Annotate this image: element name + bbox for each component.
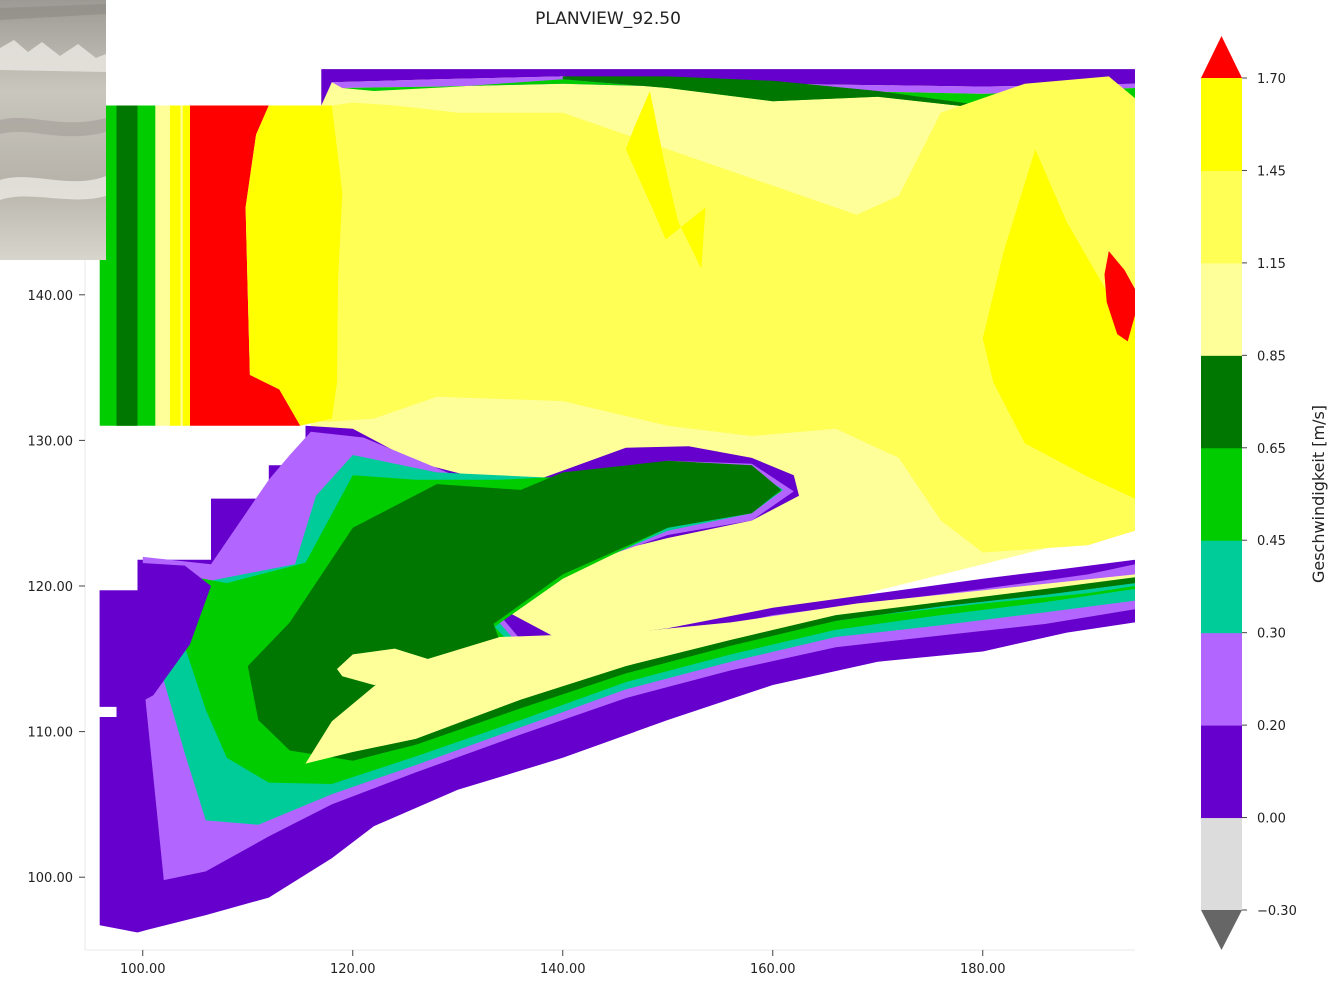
chart-title: PLANVIEW_92.50 xyxy=(535,9,681,29)
x-tick-label: 100.00 xyxy=(120,962,166,977)
contour-upper-bank-violet xyxy=(321,69,1135,106)
contour-lower-left-violet-pocket xyxy=(99,562,211,707)
colorbar-tick-label: 1.70 xyxy=(1257,72,1286,87)
contour-inlet-yellow xyxy=(170,105,181,426)
contour-lower-pale-inner xyxy=(305,574,1135,764)
contour-inlet-dark-green xyxy=(116,105,138,426)
colorbar-under-triangle xyxy=(1201,910,1242,950)
contour-yellow-core-right xyxy=(982,149,1135,499)
colorbar-segment xyxy=(1201,725,1242,819)
colorbar-over-triangle xyxy=(1201,36,1242,78)
colorbar-segment xyxy=(1201,78,1242,171)
colorbar-segment xyxy=(1201,817,1242,911)
axis-ticks: 100.00 120.00 140.00 160.00 180.00 100.00 110.… xyxy=(28,143,1006,977)
velocity-contours xyxy=(99,69,1135,933)
contour-yellow-core-upper xyxy=(289,76,1135,553)
colorbar-segment xyxy=(1201,262,1242,356)
colorbar-tick-label: 0.65 xyxy=(1257,442,1286,457)
colorbar-segment xyxy=(1201,447,1242,541)
colorbar-segment xyxy=(1201,632,1242,726)
colorbar-tick-label: 0.00 xyxy=(1257,812,1286,827)
x-tick-label: 160.00 xyxy=(750,962,796,977)
colorbar-tick-label: −0.30 xyxy=(1257,904,1297,919)
aerial-photo-inset xyxy=(0,0,106,260)
colorbar-segment xyxy=(1201,170,1242,264)
contour-upper-bank-dark-green xyxy=(562,76,1135,123)
colorbar-tick-label: 0.85 xyxy=(1257,349,1286,364)
colorbar-label: Geschwindigkeit [m/s] xyxy=(1309,405,1328,583)
contour-lower-pale-island xyxy=(337,648,437,685)
contour-inlet-yellow-wake xyxy=(245,105,343,426)
y-tick-label: 120.00 xyxy=(28,580,74,595)
contour-inlet-red-jet xyxy=(190,105,301,426)
y-tick-label: 110.00 xyxy=(28,726,74,741)
y-tick-label: 130.00 xyxy=(28,434,74,449)
colorbar-tick-label: 0.30 xyxy=(1257,627,1286,642)
colorbar-tick-label: 0.20 xyxy=(1257,719,1286,734)
colorbar-tick-label: 1.15 xyxy=(1257,257,1286,272)
y-tick-label: 100.00 xyxy=(28,871,74,886)
colorbar-segment xyxy=(1201,355,1242,449)
colorbar-tick-label: 0.45 xyxy=(1257,534,1286,549)
contour-red-hotspot-right xyxy=(1104,251,1135,342)
x-tick-label: 120.00 xyxy=(330,962,376,977)
x-tick-label: 180.00 xyxy=(960,962,1006,977)
contour-inlet-yellow-fringe xyxy=(182,105,190,426)
colorbar: −0.30 0.00 0.20 0.30 0.45 0.65 0.85 1.15 1.45 1.7… xyxy=(1201,36,1328,950)
colorbar-segment xyxy=(1201,540,1242,634)
y-tick-label: 140.00 xyxy=(28,289,74,304)
x-tick-label: 140.00 xyxy=(540,962,586,977)
colorbar-tick-label: 1.45 xyxy=(1257,164,1286,179)
contour-yellow-core-mid xyxy=(625,91,706,269)
